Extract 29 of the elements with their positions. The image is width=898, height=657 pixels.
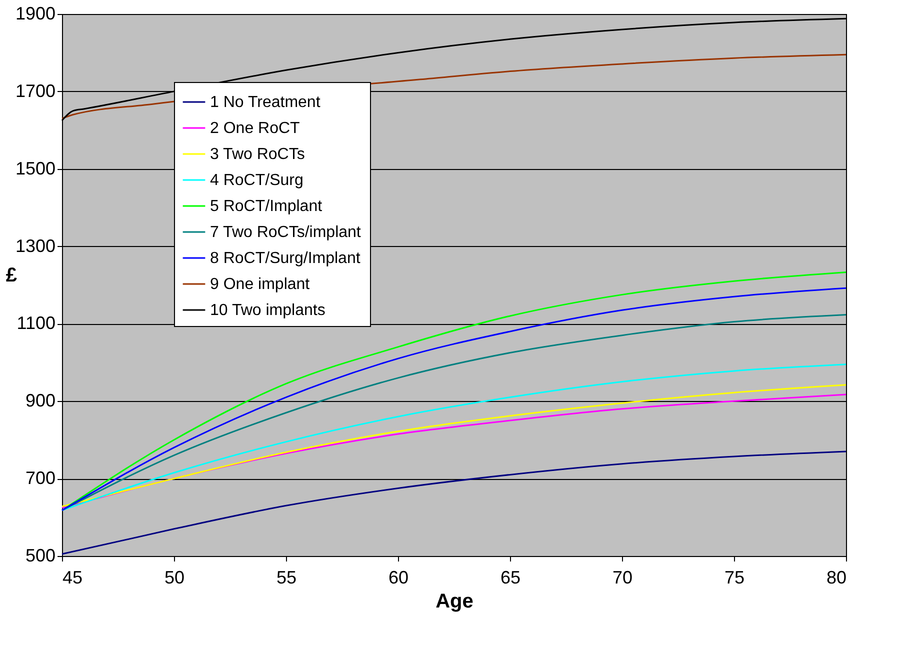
y-tick-label: 700 xyxy=(25,468,56,488)
x-tick-label: 70 xyxy=(612,568,633,588)
x-tick-label: 80 xyxy=(826,568,846,588)
legend-label: 9 One implant xyxy=(210,276,310,293)
y-tick-label: 1700 xyxy=(15,80,56,101)
line-series xyxy=(61,450,847,555)
y-tick-label: 1300 xyxy=(15,236,56,256)
x-tick-label: 45 xyxy=(62,568,83,588)
legend-label: 7 Two RoCTs/implant xyxy=(210,224,362,241)
x-tick-label: 55 xyxy=(276,568,297,588)
y-axis-title: £ xyxy=(6,264,18,286)
x-tick-label: 75 xyxy=(724,568,745,588)
legend-label: 4 RoCT/Surg xyxy=(210,172,304,189)
legend-label: 10 Two implants xyxy=(210,302,326,319)
y-tick-label: 1500 xyxy=(15,158,56,178)
x-tick-label: 60 xyxy=(388,568,409,588)
legend-label: 2 One RoCT xyxy=(210,120,300,137)
x-tick-label: 65 xyxy=(500,568,521,588)
y-tick-label: 900 xyxy=(25,390,56,411)
y-tick-label: 1900 xyxy=(15,4,56,24)
legend-label: 3 Two RoCTs xyxy=(210,146,305,163)
x-axis-title: Age xyxy=(436,590,474,612)
legend-label: 8 RoCT/Surg/Implant xyxy=(210,250,361,267)
y-tick-label: 500 xyxy=(25,546,56,566)
x-tick-label: 50 xyxy=(164,568,185,588)
legend-label: 1 No Treatment xyxy=(210,94,321,111)
y-tick-label: 1100 xyxy=(16,313,56,334)
line-series xyxy=(61,364,847,512)
legend-label: 5 RoCT/Implant xyxy=(210,198,323,215)
